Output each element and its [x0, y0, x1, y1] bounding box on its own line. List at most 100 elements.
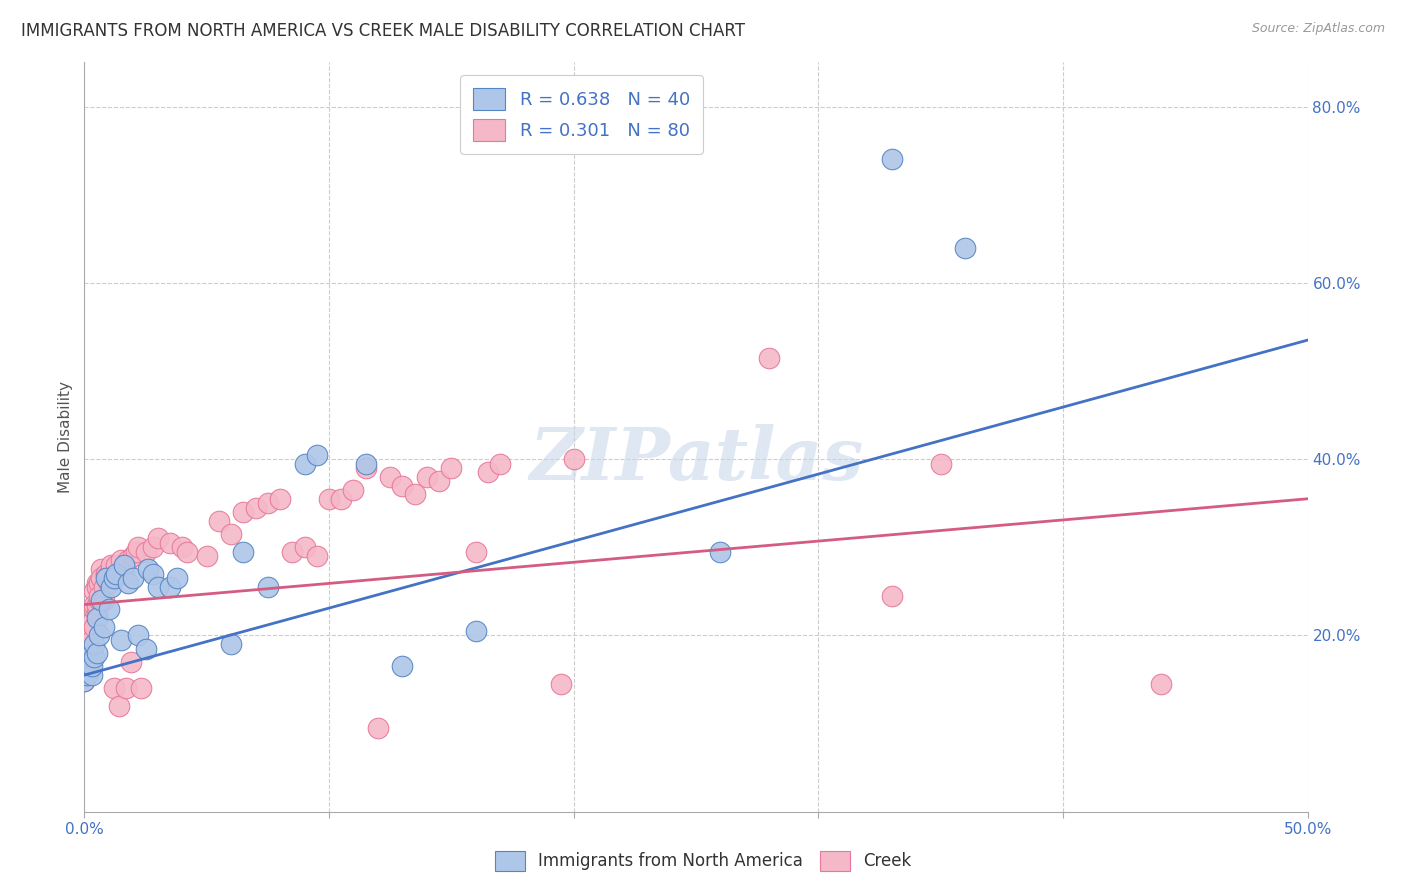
Point — [1150, 677, 1173, 691]
Point — [80, 668, 103, 682]
Point — [117, 553, 139, 567]
Point — [80, 632, 103, 647]
Point — [112, 558, 135, 572]
Point — [77, 632, 100, 647]
Point — [219, 637, 242, 651]
Point — [146, 532, 169, 546]
Point — [125, 544, 148, 558]
Point — [97, 566, 120, 581]
Point — [354, 457, 377, 471]
Point — [86, 580, 108, 594]
Point — [115, 681, 138, 696]
Point — [73, 674, 96, 689]
Point — [76, 650, 98, 665]
Point — [103, 681, 125, 696]
Point — [76, 659, 98, 673]
Point — [562, 452, 585, 467]
Point — [87, 575, 110, 590]
Point — [100, 580, 122, 594]
Point — [136, 562, 159, 576]
Point — [127, 541, 149, 555]
Point — [77, 650, 100, 665]
Point — [318, 491, 340, 506]
Point — [129, 681, 152, 696]
Point — [159, 580, 181, 594]
Point — [83, 602, 105, 616]
Point — [464, 544, 486, 558]
Point — [105, 558, 128, 572]
Point — [135, 544, 157, 558]
Point — [281, 544, 304, 558]
Point — [294, 541, 316, 555]
Point — [953, 241, 976, 255]
Point — [77, 664, 100, 678]
Point — [110, 553, 132, 567]
Point — [391, 659, 413, 673]
Point — [257, 496, 280, 510]
Point — [208, 514, 231, 528]
Point — [294, 457, 316, 471]
Point — [354, 461, 377, 475]
Point — [112, 566, 135, 581]
Point — [464, 624, 486, 638]
Point — [257, 580, 280, 594]
Point — [427, 474, 450, 488]
Point — [93, 580, 115, 594]
Point — [127, 628, 149, 642]
Point — [83, 619, 105, 633]
Point — [103, 571, 125, 585]
Point — [87, 589, 110, 603]
Point — [195, 549, 218, 563]
Point — [269, 491, 291, 506]
Text: IMMIGRANTS FROM NORTH AMERICA VS CREEK MALE DISABILITY CORRELATION CHART: IMMIGRANTS FROM NORTH AMERICA VS CREEK M… — [21, 22, 745, 40]
Point — [146, 580, 169, 594]
Point — [172, 541, 194, 555]
Point — [100, 558, 122, 572]
Point — [880, 589, 903, 603]
Point — [76, 668, 98, 682]
Point — [110, 632, 132, 647]
Point — [96, 566, 118, 581]
Point — [550, 677, 572, 691]
Point — [380, 469, 402, 483]
Point — [176, 544, 198, 558]
Text: ZIPatlas: ZIPatlas — [529, 424, 863, 495]
Point — [477, 466, 499, 480]
Point — [86, 611, 108, 625]
Legend: R = 0.638   N = 40, R = 0.301   N = 80: R = 0.638 N = 40, R = 0.301 N = 80 — [460, 75, 703, 153]
Point — [122, 571, 145, 585]
Point — [120, 655, 142, 669]
Point — [758, 351, 780, 365]
Point — [440, 461, 463, 475]
Point — [80, 615, 103, 630]
Point — [367, 721, 389, 735]
Point — [83, 650, 105, 665]
Point — [404, 487, 426, 501]
Legend: Immigrants from North America, Creek: Immigrants from North America, Creek — [486, 842, 920, 880]
Point — [135, 641, 157, 656]
Point — [90, 562, 112, 576]
Point — [709, 544, 731, 558]
Point — [83, 584, 105, 599]
Point — [96, 566, 118, 581]
Point — [90, 571, 112, 585]
Point — [73, 664, 96, 678]
Point — [80, 628, 103, 642]
Point — [166, 571, 188, 585]
Point — [90, 593, 112, 607]
Point — [880, 153, 903, 167]
Point — [80, 659, 103, 673]
Point — [83, 637, 105, 651]
Point — [77, 650, 100, 665]
Point — [232, 544, 254, 558]
Point — [93, 619, 115, 633]
Point — [87, 593, 110, 607]
Point — [86, 607, 108, 621]
Point — [391, 478, 413, 492]
Point — [83, 598, 105, 612]
Point — [96, 571, 118, 585]
Point — [76, 641, 98, 656]
Point — [142, 541, 165, 555]
Point — [416, 469, 439, 483]
Point — [159, 536, 181, 550]
